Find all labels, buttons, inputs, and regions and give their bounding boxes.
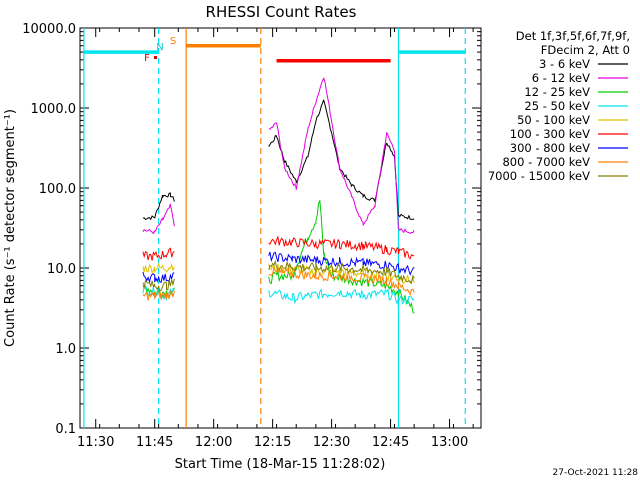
flare-marker <box>154 56 157 59</box>
legend-entry: 300 - 800 keV <box>510 141 590 155</box>
timestamp: 27-Oct-2021 11:28 <box>553 468 639 478</box>
legend-entry: 3 - 6 keV <box>539 57 590 71</box>
series-line <box>142 247 175 261</box>
flag-label: F <box>144 53 150 64</box>
plot-area: 0.1 1.0 10.0 100.0 1000.0 10000.0 11:30 11:45 12… <box>22 22 482 450</box>
x-tick-label: 12:00 <box>195 435 232 450</box>
series-line <box>268 99 415 221</box>
y-tick-label: 100.0 <box>39 182 76 197</box>
flag-label: N <box>156 42 163 53</box>
series-line <box>142 285 175 301</box>
y-tick-label: 1.0 <box>55 342 76 357</box>
legend-header: Det 1f,3f,5f,6f,7f,9f, <box>516 29 630 43</box>
series-line <box>268 288 415 305</box>
legend-entry: 800 - 7000 keV <box>502 155 590 169</box>
flag-label: S <box>170 36 176 47</box>
series-line <box>142 290 175 301</box>
series-line <box>268 235 415 260</box>
series-line <box>142 192 175 221</box>
x-tick-label: 11:45 <box>136 435 173 450</box>
legend: Det 1f,3f,5f,6f,7f,9f,FDecim 2, Att 03 -… <box>488 29 630 183</box>
series-line <box>268 265 415 297</box>
y-tick-label: 10.0 <box>47 262 76 277</box>
legend-entry: 100 - 300 keV <box>510 127 590 141</box>
legend-entry: 12 - 25 keV <box>524 85 590 99</box>
series-line <box>268 259 415 285</box>
y-axis-label: Count Rate (s⁻¹ detector segment⁻¹) <box>3 109 18 347</box>
legend-entry: 25 - 50 keV <box>524 99 590 113</box>
series-line <box>142 203 175 235</box>
y-tick-label: 0.1 <box>55 422 76 437</box>
y-tick-label: 10000.0 <box>22 22 76 37</box>
series-line <box>268 77 415 235</box>
y-tick-label: 1000.0 <box>31 102 77 117</box>
x-tick-label: 12:15 <box>254 435 291 450</box>
series-line <box>142 262 175 275</box>
x-axis-label: Start Time (18-Mar-15 11:28:02) <box>175 457 386 472</box>
legend-entry: 50 - 100 keV <box>517 113 590 127</box>
legend-entry: 6 - 12 keV <box>532 71 590 85</box>
axes-frame <box>79 27 482 429</box>
legend-header: FDecim 2, Att 0 <box>541 43 630 57</box>
x-tick-label: 12:30 <box>313 435 350 450</box>
x-tick-label: 12:45 <box>372 435 409 450</box>
series-line <box>142 278 175 291</box>
chart-title: RHESSI Count Rates <box>206 3 357 21</box>
legend-entry: 7000 - 15000 keV <box>488 169 590 183</box>
x-tick-label: 11:30 <box>77 435 114 450</box>
x-tick-label: 13:00 <box>431 435 468 450</box>
